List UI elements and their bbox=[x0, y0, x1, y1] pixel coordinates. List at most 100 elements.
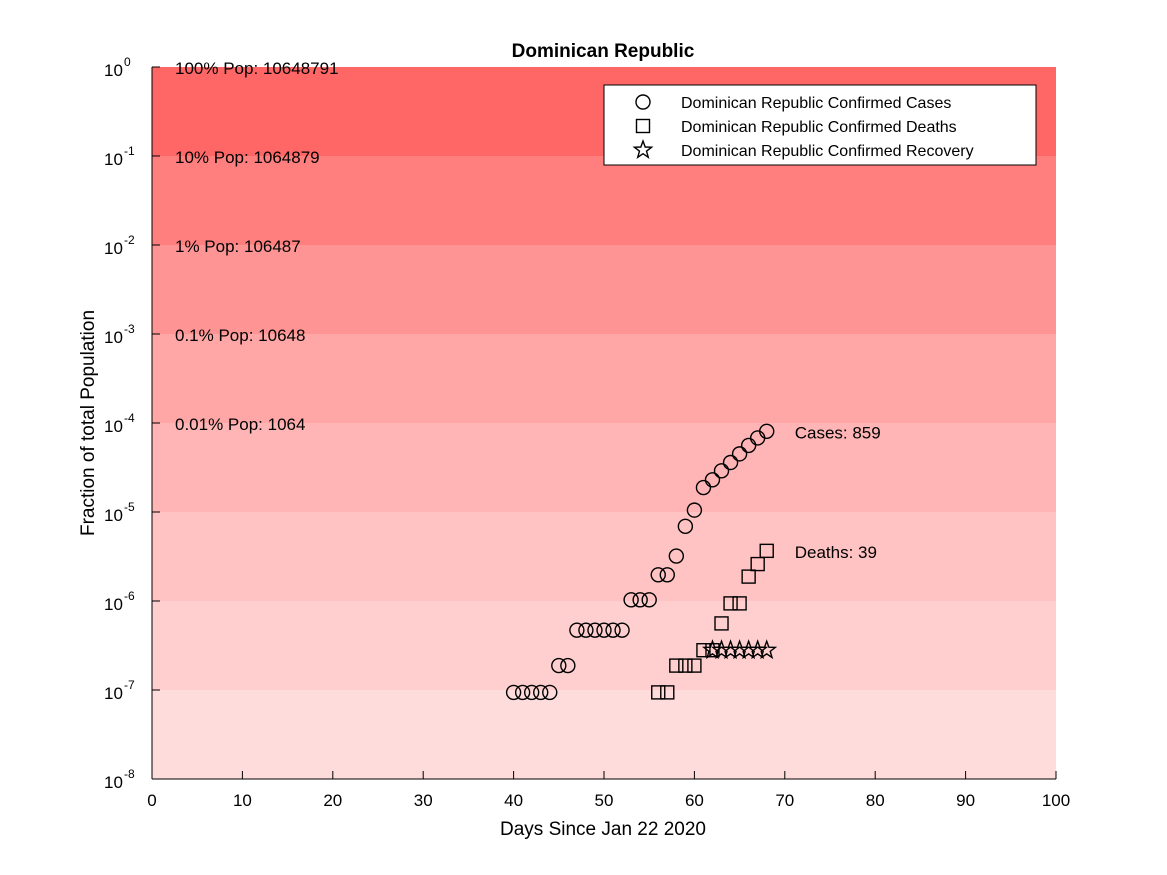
population-band-label: 100% Pop: 10648791 bbox=[175, 59, 339, 78]
x-tick-label: 70 bbox=[775, 791, 794, 810]
y-tick-label-base: 10 bbox=[104, 773, 123, 792]
population-bands bbox=[152, 67, 1056, 779]
death-marker bbox=[660, 685, 675, 700]
chart-title: Dominican Republic bbox=[512, 41, 695, 62]
legend-entry-label: Dominican Republic Confirmed Deaths bbox=[681, 119, 957, 136]
recovery-marker bbox=[756, 639, 778, 660]
death-marker bbox=[741, 569, 756, 584]
y-axis-label: Fraction of total Population bbox=[78, 310, 99, 536]
case-marker bbox=[731, 446, 748, 462]
population-band bbox=[152, 423, 1056, 512]
case-marker bbox=[551, 657, 567, 674]
case-marker bbox=[677, 518, 694, 535]
death-marker bbox=[750, 556, 765, 572]
x-tick-label: 0 bbox=[147, 791, 156, 810]
population-band bbox=[152, 690, 1056, 779]
population-band-labels: 100% Pop: 10648791 10% Pop: 1064879 1% Pop… bbox=[175, 59, 339, 434]
case-marker bbox=[578, 622, 594, 638]
death-marker bbox=[723, 596, 738, 611]
case-marker bbox=[668, 548, 685, 564]
population-band bbox=[152, 245, 1056, 334]
case-marker bbox=[686, 502, 703, 518]
y-tick-label-base: 10 bbox=[104, 150, 123, 169]
legend-box bbox=[603, 84, 1037, 166]
case-marker bbox=[587, 622, 603, 638]
case-marker bbox=[641, 592, 657, 608]
series-end-label: Cases: 859 bbox=[795, 423, 881, 442]
x-tick-label: 90 bbox=[956, 791, 975, 810]
case-marker bbox=[505, 684, 522, 701]
legend-death-marker bbox=[635, 118, 651, 134]
case-marker bbox=[623, 592, 639, 608]
y-tick-label-exponent: -4 bbox=[124, 411, 135, 425]
case-marker bbox=[523, 684, 540, 701]
legend-recovery-marker bbox=[632, 138, 654, 159]
y-tick-label-base: 10 bbox=[104, 239, 123, 258]
population-band-label: 0.1% Pop: 10648 bbox=[175, 326, 305, 345]
population-band-label: 1% Pop: 106487 bbox=[175, 237, 301, 256]
death-marker bbox=[732, 596, 747, 611]
case-marker bbox=[704, 472, 721, 488]
y-tick-label-base: 10 bbox=[104, 595, 123, 614]
y-tick-label-exponent: -7 bbox=[124, 678, 135, 692]
population-band bbox=[152, 156, 1056, 245]
legend-case-marker bbox=[635, 94, 651, 110]
case-marker bbox=[596, 622, 612, 638]
death-marker bbox=[714, 616, 729, 631]
x-tick-label: 50 bbox=[595, 791, 614, 810]
case-marker bbox=[650, 567, 666, 583]
case-marker bbox=[632, 592, 648, 608]
case-marker bbox=[713, 463, 730, 479]
death-marker bbox=[669, 658, 684, 673]
series-end-labels: Cases: 859 Deaths: 39 bbox=[795, 423, 881, 562]
series-end-label: Deaths: 39 bbox=[795, 543, 877, 562]
y-tick-label-base: 10 bbox=[104, 61, 123, 80]
case-marker bbox=[542, 684, 558, 701]
y-tick-label-base: 10 bbox=[104, 506, 123, 525]
data-markers bbox=[505, 423, 778, 701]
y-tick-label-exponent: 0 bbox=[124, 55, 131, 69]
death-marker bbox=[759, 543, 774, 559]
x-tick-label: 40 bbox=[504, 791, 523, 810]
y-tick-label-exponent: -6 bbox=[124, 589, 135, 603]
death-marker bbox=[705, 643, 720, 658]
legend: Dominican Republic Confirmed Cases Domini… bbox=[603, 84, 1037, 166]
y-tick-label-base: 10 bbox=[104, 684, 123, 703]
x-tick-label: 10 bbox=[233, 791, 252, 810]
death-marker bbox=[651, 685, 666, 700]
case-marker bbox=[740, 437, 757, 454]
y-tick-label-exponent: -1 bbox=[124, 144, 135, 158]
y-tick-label-exponent: -8 bbox=[124, 767, 135, 781]
population-band bbox=[152, 334, 1056, 423]
y-tick-label-exponent: -3 bbox=[124, 322, 135, 336]
legend-entry-label: Dominican Republic Confirmed Recovery bbox=[681, 143, 974, 160]
death-marker bbox=[696, 643, 711, 658]
population-band bbox=[152, 512, 1056, 601]
x-axis-ticks: 0 10 20 30 40 50 60 70 80 90 100 bbox=[147, 771, 1070, 810]
case-marker bbox=[695, 479, 712, 496]
case-marker bbox=[605, 622, 621, 638]
case-marker bbox=[533, 684, 549, 701]
y-tick-label-exponent: -5 bbox=[124, 500, 135, 514]
case-marker bbox=[614, 622, 630, 638]
death-marker bbox=[687, 658, 702, 673]
y-tick-label-base: 10 bbox=[104, 417, 123, 436]
x-tick-label: 100 bbox=[1042, 791, 1070, 810]
y-tick-label-exponent: -2 bbox=[124, 233, 135, 247]
case-marker bbox=[514, 684, 531, 701]
population-band-label: 10% Pop: 1064879 bbox=[175, 148, 320, 167]
x-axis-label: Days Since Jan 22 2020 bbox=[500, 819, 706, 840]
x-tick-label: 20 bbox=[323, 791, 342, 810]
population-band bbox=[152, 601, 1056, 690]
x-tick-label: 80 bbox=[866, 791, 885, 810]
case-marker bbox=[759, 423, 775, 439]
population-band-label: 0.01% Pop: 1064 bbox=[175, 415, 305, 434]
x-tick-label: 60 bbox=[685, 791, 704, 810]
x-tick-label: 30 bbox=[414, 791, 433, 810]
case-marker bbox=[560, 657, 576, 674]
case-marker bbox=[659, 567, 675, 583]
case-marker bbox=[569, 622, 585, 638]
legend-entry-label: Dominican Republic Confirmed Cases bbox=[681, 95, 951, 112]
